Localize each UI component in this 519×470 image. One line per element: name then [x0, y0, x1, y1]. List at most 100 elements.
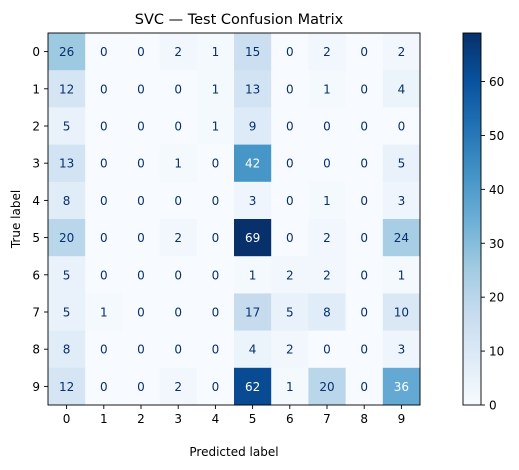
heatmap-cell: [308, 219, 347, 257]
cell-value-label: 0: [100, 45, 108, 59]
cell-value-label: 2: [286, 343, 294, 357]
cell-value-label: 0: [100, 343, 108, 357]
x-tick-label: 8: [360, 412, 368, 426]
heatmap-cell: [48, 70, 86, 108]
cell-value-label: 2: [174, 380, 182, 394]
x-tick-label: 0: [63, 412, 71, 426]
x-tick-label: 2: [137, 412, 145, 426]
cell-value-label: 5: [63, 120, 71, 134]
heatmap-cell: [382, 107, 421, 146]
heatmap-cell: [85, 33, 123, 71]
y-tick-label: 6: [32, 268, 40, 282]
cell-value-label: 69: [245, 231, 260, 245]
cell-value-label: 0: [360, 157, 368, 171]
cell-value-label: 2: [286, 268, 294, 282]
colorbar: [462, 32, 482, 406]
heatmap-cell: [308, 181, 347, 220]
cell-value-label: 0: [323, 157, 331, 171]
heatmap-cell: [48, 367, 86, 406]
heatmap-cell: [159, 33, 198, 71]
cell-value-label: 0: [360, 268, 368, 282]
x-axis-ticks: 0 1 2 3 4 5 6 7 8 9: [63, 405, 405, 426]
cell-value-label: 1: [212, 45, 220, 59]
cell-value-label: 9: [249, 120, 257, 134]
heatmap-cell: [122, 293, 161, 332]
x-tick-label: 4: [212, 412, 220, 426]
heatmap-cell: [48, 219, 86, 257]
cell-value-label: 24: [394, 231, 409, 245]
y-tick-label: 8: [32, 343, 40, 357]
cell-value-label: 0: [286, 157, 294, 171]
heatmap-cell: [196, 330, 235, 369]
heatmap-cell: [234, 330, 272, 369]
heatmap-cell: [308, 33, 347, 71]
heatmap-cell: [234, 107, 272, 146]
x-axis-label: Predicted label: [189, 445, 278, 459]
heatmap-cell: [196, 144, 235, 183]
heatmap-cell: [122, 144, 161, 183]
cell-value-label: 0: [212, 194, 220, 208]
cell-value-label: 10: [394, 306, 409, 320]
cell-value-label: 17: [245, 306, 260, 320]
colorbar-tick-label: 10: [489, 345, 504, 359]
heatmap-cell: [382, 293, 421, 332]
cell-value-label: 0: [323, 120, 331, 134]
cell-value-label: 4: [398, 82, 406, 96]
heatmap-cell: [85, 219, 123, 257]
cell-value-label: 0: [100, 157, 108, 171]
heatmap-cell: [308, 107, 347, 146]
cell-value-label: 0: [212, 380, 220, 394]
cell-value-label: 0: [212, 306, 220, 320]
cell-value-label: 0: [100, 194, 108, 208]
heatmap-cell: [345, 293, 384, 332]
cell-value-label: 2: [323, 45, 331, 59]
cell-value-label: 0: [174, 306, 182, 320]
heatmap-cell: [382, 330, 421, 369]
cell-value-label: 0: [100, 82, 108, 96]
heatmap-cell: [234, 256, 272, 294]
cell-value-label: 0: [174, 268, 182, 282]
heatmap-cell: [48, 330, 86, 369]
heatmap-cell: [159, 293, 198, 332]
cell-value-label: 1: [174, 157, 182, 171]
heatmap-cell: [345, 33, 384, 71]
cell-value-label: 5: [286, 306, 294, 320]
y-axis-ticks: 0 1 2 3 4 5 6 7 8 9: [32, 45, 48, 394]
cell-value-label: 0: [212, 157, 220, 171]
heatmap-cell: [159, 367, 198, 406]
heatmap-cell: [308, 330, 347, 369]
heatmap-cell: [159, 219, 198, 257]
cell-value-label: 0: [360, 231, 368, 245]
cell-value-label: 26: [59, 45, 74, 59]
cell-value-label: 0: [286, 82, 294, 96]
cell-value-label: 0: [286, 120, 294, 134]
cell-value-label: 0: [360, 306, 368, 320]
cell-value-label: 3: [398, 343, 406, 357]
cell-value-label: 0: [100, 120, 108, 134]
cell-value-label: 1: [100, 306, 108, 320]
heatmap-cell: [196, 70, 235, 108]
heatmap-cell: [308, 70, 347, 108]
heatmap-cell: [234, 219, 272, 257]
heatmap-cell: [271, 367, 309, 406]
cell-value-label: 0: [174, 120, 182, 134]
cell-value-label: 0: [360, 82, 368, 96]
heatmap-cell: [196, 293, 235, 332]
heatmap-cell: [85, 181, 123, 220]
cell-value-label: 0: [360, 380, 368, 394]
cell-value-label: 0: [100, 268, 108, 282]
heatmap-cell: [196, 367, 235, 406]
heatmap-cell: [122, 219, 161, 257]
heatmap-cell: [308, 144, 347, 183]
heatmap-cell: [271, 107, 309, 146]
cell-value-label: 1: [323, 194, 331, 208]
cell-value-label: 0: [286, 45, 294, 59]
cell-value-label: 1: [286, 380, 294, 394]
heatmap-cell: [122, 107, 161, 146]
cell-value-label: 5: [398, 157, 406, 171]
cell-value-label: 0: [323, 343, 331, 357]
y-tick-label: 0: [32, 45, 40, 59]
y-tick-label: 3: [32, 157, 40, 171]
heatmap-cell: [196, 33, 235, 71]
